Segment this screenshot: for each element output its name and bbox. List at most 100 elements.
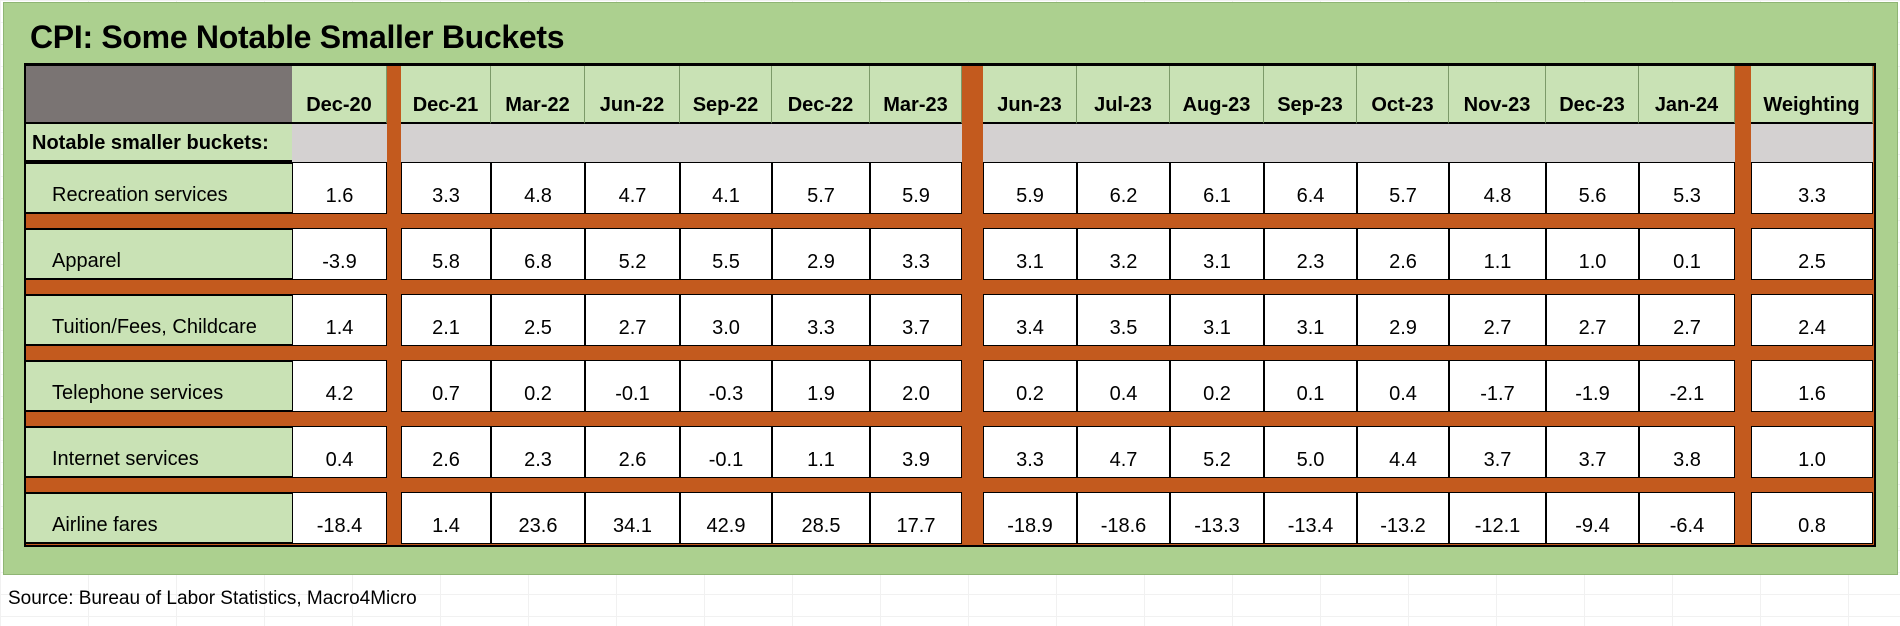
table-cell: 5.8 (401, 228, 491, 280)
table-cell: 2.7 (585, 294, 680, 346)
table-cell: 3.1 (983, 228, 1077, 280)
table-cell: 4.8 (1449, 162, 1546, 214)
table-cell: 0.2 (491, 360, 585, 412)
table-cell: -9.4 (1546, 492, 1639, 544)
cpi-table: Dec-20 Dec-21 Mar-22 Jun-22 Sep-22 Dec-22 Mar-… (24, 64, 1876, 547)
table-cell: 1.6 (292, 162, 387, 214)
column-header: Jul-23 (1077, 66, 1170, 124)
table-cell: 4.7 (585, 162, 680, 214)
table-cell: -13.3 (1170, 492, 1264, 544)
table-cell: 1.6 (1751, 360, 1873, 412)
table-cell: 3.3 (772, 294, 870, 346)
column-header: Dec-22 (772, 66, 870, 124)
column-header: Jan-24 (1639, 66, 1735, 124)
table-cell: 1.0 (1751, 426, 1873, 478)
table-cell: 4.1 (680, 162, 772, 214)
section-spacer (585, 124, 680, 162)
table-cell: 3.1 (1170, 294, 1264, 346)
table-cell: 0.4 (292, 426, 387, 478)
table-cell: -3.9 (292, 228, 387, 280)
table-cell: -1.7 (1449, 360, 1546, 412)
table-cell: -0.3 (680, 360, 772, 412)
table-cell: 1.1 (1449, 228, 1546, 280)
table-cell: 0.8 (1751, 492, 1873, 544)
section-spacer (1639, 124, 1735, 162)
table-cell: 5.7 (772, 162, 870, 214)
column-header: Dec-20 (292, 66, 387, 124)
table-cell: 28.5 (772, 492, 870, 544)
section-spacer (1077, 124, 1170, 162)
table-cell: -12.1 (1449, 492, 1546, 544)
table-cell: 1.4 (401, 492, 491, 544)
table-cell: 3.4 (983, 294, 1077, 346)
table-cell: 4.4 (1357, 426, 1449, 478)
table-cell: -18.4 (292, 492, 387, 544)
column-header: Weighting (1751, 66, 1873, 124)
header-corner (26, 66, 292, 124)
table-cell: 5.6 (1546, 162, 1639, 214)
table-cell: 6.4 (1264, 162, 1357, 214)
table-cell: 2.6 (1357, 228, 1449, 280)
table-cell: 2.6 (401, 426, 491, 478)
table-cell: 0.1 (1264, 360, 1357, 412)
section-spacer (983, 124, 1077, 162)
table-cell: 1.9 (772, 360, 870, 412)
page-title: CPI: Some Notable Smaller Buckets (30, 19, 565, 55)
table-cell: 2.7 (1449, 294, 1546, 346)
table-cell: 6.2 (1077, 162, 1170, 214)
section-spacer (1357, 124, 1449, 162)
table-cell: -13.4 (1264, 492, 1357, 544)
row-label: Apparel (26, 228, 292, 280)
table-cell: 5.0 (1264, 426, 1357, 478)
table-cell: 3.3 (983, 426, 1077, 478)
table-cell: 3.3 (870, 228, 962, 280)
table-cell: -1.9 (1546, 360, 1639, 412)
table-cell: 5.2 (1170, 426, 1264, 478)
section-spacer (680, 124, 772, 162)
table-cell: 3.3 (401, 162, 491, 214)
section-spacer (1170, 124, 1264, 162)
table-cell: 4.7 (1077, 426, 1170, 478)
table-cell: 0.1 (1639, 228, 1735, 280)
column-header: Sep-22 (680, 66, 772, 124)
table-cell: 42.9 (680, 492, 772, 544)
table-cell: 3.5 (1077, 294, 1170, 346)
table-cell: 3.7 (1546, 426, 1639, 478)
table-cell: 6.8 (491, 228, 585, 280)
table-cell: 0.2 (983, 360, 1077, 412)
row-label: Telephone services (26, 360, 292, 412)
row-label: Tuition/Fees, Childcare (26, 294, 292, 346)
section-spacer (491, 124, 585, 162)
table-cell: 4.2 (292, 360, 387, 412)
column-header: Mar-22 (491, 66, 585, 124)
source-note: Source: Bureau of Labor Statistics, Macr… (8, 588, 417, 609)
section-spacer (401, 124, 491, 162)
table-cell: -13.2 (1357, 492, 1449, 544)
column-header: Dec-23 (1546, 66, 1639, 124)
column-header: Sep-23 (1264, 66, 1357, 124)
table-cell: 2.7 (1546, 294, 1639, 346)
table-cell: 5.2 (585, 228, 680, 280)
table-cell: 1.0 (1546, 228, 1639, 280)
table-cell: 34.1 (585, 492, 680, 544)
table-cell: 2.6 (585, 426, 680, 478)
table-cell: 5.9 (870, 162, 962, 214)
table-cell: -0.1 (680, 426, 772, 478)
table-cell: 3.7 (1449, 426, 1546, 478)
table-cell: 2.3 (1264, 228, 1357, 280)
row-label: Internet services (26, 426, 292, 478)
table-cell: 4.8 (491, 162, 585, 214)
table-cell: -18.6 (1077, 492, 1170, 544)
table-cell: 2.9 (772, 228, 870, 280)
section-spacer (1449, 124, 1546, 162)
table-cell: -6.4 (1639, 492, 1735, 544)
section-label: Notable smaller buckets: (26, 124, 292, 162)
table-cell: -18.9 (983, 492, 1077, 544)
table-cell: 0.4 (1077, 360, 1170, 412)
table-cell: 3.1 (1264, 294, 1357, 346)
table-cell: 0.7 (401, 360, 491, 412)
section-spacer (1264, 124, 1357, 162)
section-spacer (870, 124, 962, 162)
table-cell: 0.4 (1357, 360, 1449, 412)
column-header: Mar-23 (870, 66, 962, 124)
